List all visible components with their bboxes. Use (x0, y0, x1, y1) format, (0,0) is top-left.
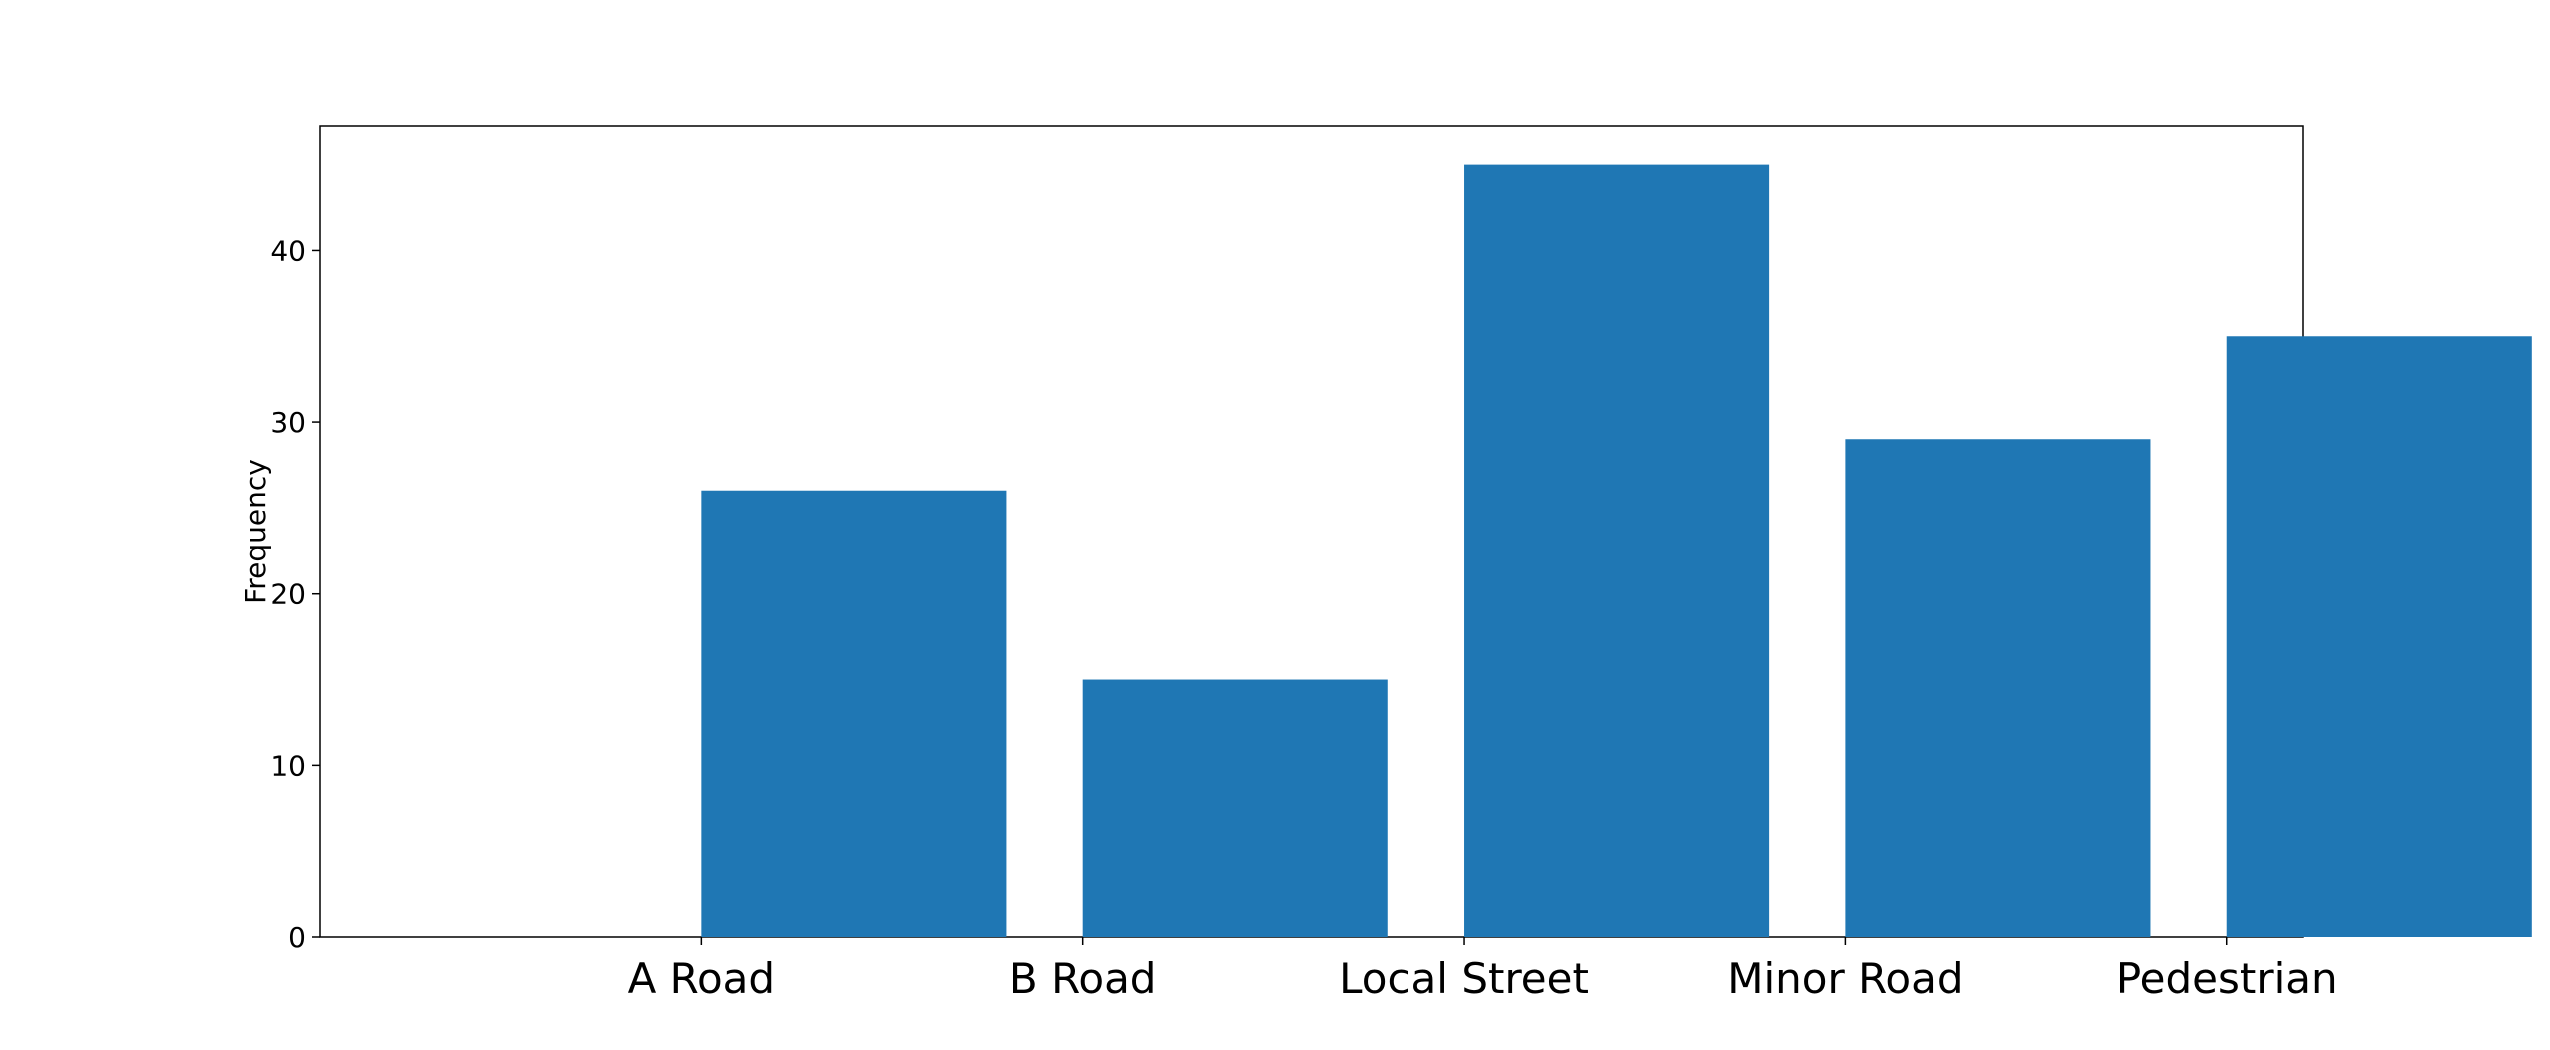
x-tick-label: Local Street (1339, 954, 1589, 1003)
x-axis: A Road B Road Local Street Minor Road Pedest… (628, 937, 2338, 1003)
bar-minor-road (1845, 439, 2151, 937)
x-tick-label: Pedestrian (2116, 954, 2338, 1003)
y-tick-label: 0 (288, 921, 306, 954)
y-tick-label: 10 (270, 749, 306, 782)
y-axis-label: Frequency (239, 459, 272, 604)
bar-a-road (701, 490, 1007, 937)
bar-b-road (1082, 679, 1388, 937)
bar-pedestrian (2226, 336, 2532, 937)
y-tick-label: 30 (270, 406, 306, 439)
y-axis: 0 10 20 30 40 (270, 234, 320, 954)
bars-group (701, 164, 2532, 938)
x-tick-label: Minor Road (1727, 954, 1963, 1003)
x-tick-label: A Road (628, 954, 775, 1003)
bar-local-street (1464, 164, 1770, 938)
x-tick-label: B Road (1009, 954, 1157, 1003)
y-tick-label: 20 (270, 578, 306, 611)
y-tick-label: 40 (270, 234, 306, 267)
